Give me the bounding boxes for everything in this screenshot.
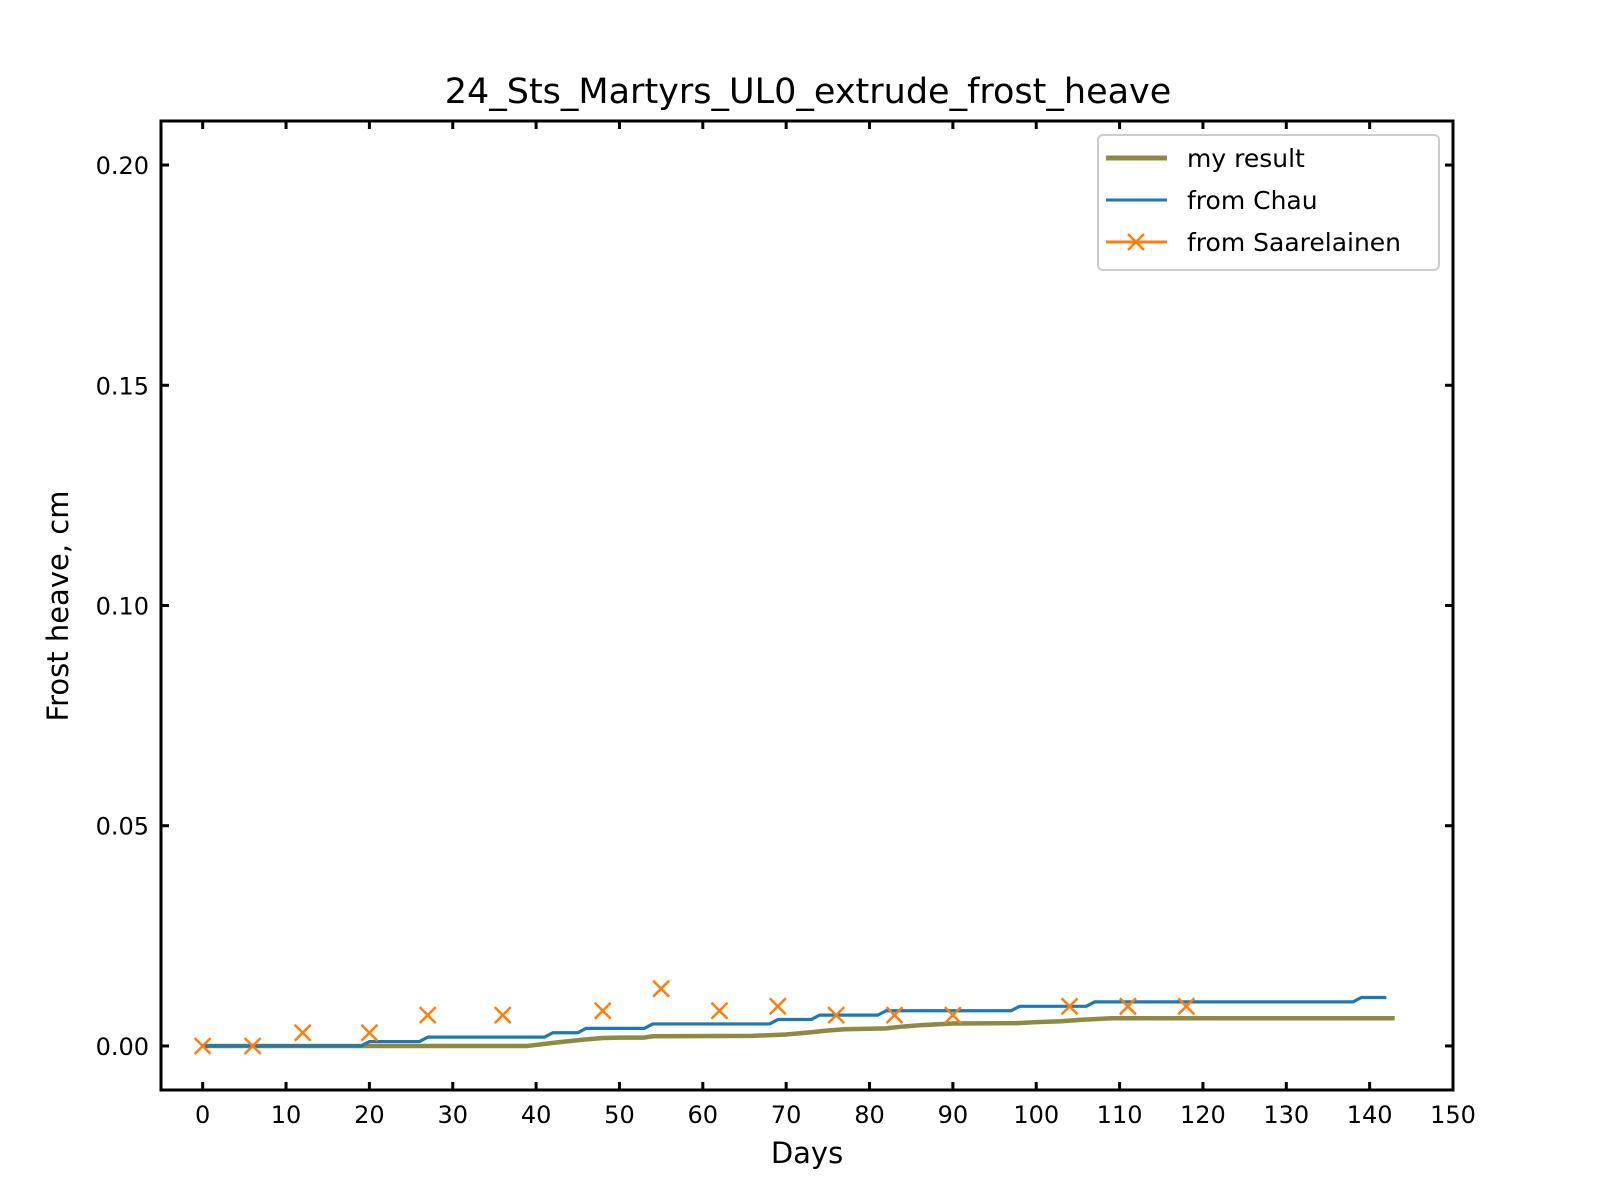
x-tick-label: 0: [195, 1101, 210, 1129]
legend: my result from Chau from Saarelainen: [1097, 134, 1440, 271]
y-tick-label: 0.20: [96, 152, 149, 180]
x-tick-label: 60: [688, 1101, 719, 1129]
legend-swatch-from-saarelainen-marker: [1127, 233, 1145, 251]
data-point-from-saarelainen: [1119, 997, 1137, 1016]
x-tick-label: 140: [1347, 1101, 1393, 1129]
x-tick-label: 20: [354, 1101, 385, 1129]
data-point-from-saarelainen: [243, 1037, 262, 1055]
y-tick-label: 0.05: [96, 813, 149, 841]
legend-box: [1097, 134, 1440, 271]
y-tick-label: 0.10: [96, 593, 149, 621]
x-tick-label: 90: [938, 1101, 969, 1129]
legend-label-from-saarelainen: from Saarelainen: [1187, 228, 1401, 257]
data-point-from-saarelainen: [360, 1023, 379, 1042]
x-tick-label: 120: [1180, 1101, 1226, 1129]
data-point-from-saarelainen: [418, 1006, 437, 1025]
x-tick-label: 110: [1097, 1101, 1143, 1129]
data-point-from-saarelainen: [710, 1001, 729, 1020]
data-point-from-saarelainen: [827, 1006, 846, 1025]
x-tick-label: 130: [1263, 1101, 1309, 1129]
y-tick-label: 0.00: [96, 1033, 149, 1061]
data-point-from-saarelainen: [885, 1006, 904, 1025]
data-point-from-saarelainen: [652, 979, 671, 998]
data-point-from-saarelainen: [493, 1006, 512, 1025]
data-point-from-saarelainen: [193, 1037, 212, 1055]
y-axis-label: Frost heave, cm: [41, 491, 75, 722]
x-axis-label: Days: [771, 1136, 843, 1170]
data-point-from-saarelainen: [593, 1001, 612, 1020]
x-tick-label: 30: [437, 1101, 468, 1129]
x-tick-label: 40: [521, 1101, 552, 1129]
y-tick-label: 0.15: [96, 372, 149, 400]
x-tick-label: 100: [1013, 1101, 1059, 1129]
series-line-my-result: [202, 1015, 1395, 1049]
series-layer: [193, 979, 1395, 1055]
x-tick-label: 150: [1430, 1101, 1476, 1129]
series-line-from-chau: [202, 995, 1387, 1048]
data-point-from-saarelainen: [943, 1006, 962, 1025]
x-tick-label: 50: [604, 1101, 635, 1129]
data-point-from-saarelainen: [1177, 997, 1196, 1016]
data-point-from-saarelainen: [768, 997, 787, 1016]
plot-frame: [159, 119, 1455, 1092]
data-point-from-saarelainen: [293, 1023, 312, 1042]
data-point-from-saarelainen: [1060, 997, 1079, 1016]
x-tick-label: 10: [271, 1101, 302, 1129]
x-tick-label: 80: [854, 1101, 885, 1129]
x-tick-label: 70: [771, 1101, 802, 1129]
chart-title: 24_Sts_Martyrs_UL0_extrude_frost_heave: [445, 72, 1172, 112]
ticks-layer: 0 10 20 30 40 50 60 70 80 90 100 110 120 130 140 150 0.0…: [96, 121, 1476, 1129]
legend-label-from-chau: from Chau: [1187, 186, 1318, 215]
legend-label-my-result: my result: [1187, 144, 1305, 173]
